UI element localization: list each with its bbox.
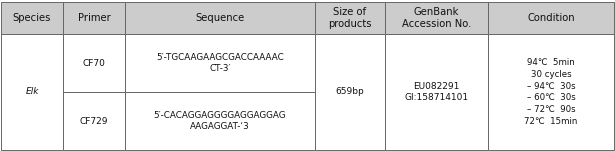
Bar xyxy=(125,34,315,92)
Bar xyxy=(488,2,614,34)
Bar xyxy=(63,2,125,34)
Text: 94℃  5min
30 cycles
– 94℃  30s
– 60℃  30s
– 72℃  90s
72℃  15min: 94℃ 5min 30 cycles – 94℃ 30s – 60℃ 30s –… xyxy=(525,58,577,126)
Text: EU082291
GI:158714101: EU082291 GI:158714101 xyxy=(405,82,469,102)
Bar xyxy=(488,34,614,150)
Text: Elk: Elk xyxy=(25,87,39,96)
Bar xyxy=(1,2,63,34)
Bar xyxy=(315,2,385,34)
Bar xyxy=(385,2,488,34)
Bar xyxy=(1,34,63,150)
Text: 659bp: 659bp xyxy=(336,87,364,96)
Bar xyxy=(385,34,488,150)
Text: 5′-CACAGGAGGGGAGGAGGAG
AAGAGGAT-‘3: 5′-CACAGGAGGGGAGGAGGAG AAGAGGAT-‘3 xyxy=(154,111,286,131)
Text: Primer: Primer xyxy=(77,13,110,23)
Bar xyxy=(125,92,315,150)
Text: Sequence: Sequence xyxy=(196,13,245,23)
Text: GenBank
Accession No.: GenBank Accession No. xyxy=(402,7,471,29)
Text: Condition: Condition xyxy=(527,13,575,23)
Text: 5′-TGCAAGAAGCGACCAAAAC
CT-3′: 5′-TGCAAGAAGCGACCAAAAC CT-3′ xyxy=(156,53,284,73)
Text: Size of
products: Size of products xyxy=(328,7,371,29)
Text: CF729: CF729 xyxy=(80,117,108,125)
Bar xyxy=(63,34,125,92)
Bar xyxy=(125,2,315,34)
Bar xyxy=(315,34,385,150)
Bar xyxy=(63,92,125,150)
Text: CF70: CF70 xyxy=(82,58,105,67)
Text: Species: Species xyxy=(13,13,51,23)
